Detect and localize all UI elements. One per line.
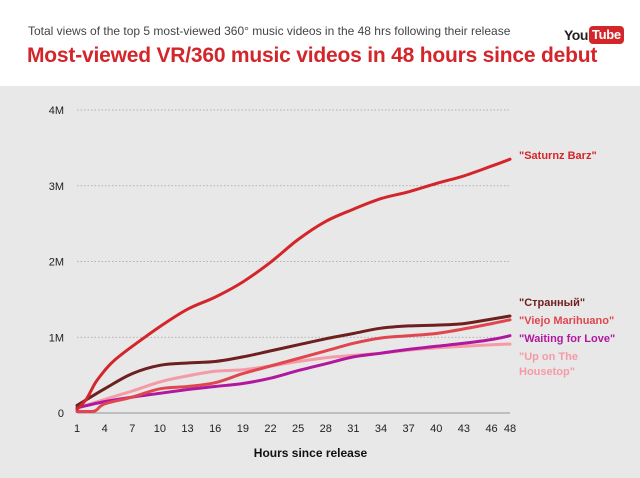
x-tick-label: 13 xyxy=(181,423,193,435)
youtube-logo: You Tube xyxy=(564,26,624,44)
series-end-label: Housetop" xyxy=(519,366,575,378)
series-line xyxy=(75,318,512,414)
series-end-label: "Saturnz Barz" xyxy=(519,150,597,162)
x-tick-label: 1 xyxy=(74,423,80,435)
x-tick-label: 10 xyxy=(154,423,166,435)
x-axis-ticks: 1 4 7 10 13 16 19 22 25 28 31 34 37 40 43 46 48 xyxy=(74,423,516,435)
y-tick-label: 2M xyxy=(49,257,64,269)
series-line xyxy=(75,157,512,411)
x-tick-label: 25 xyxy=(292,423,304,435)
x-tick-label: 7 xyxy=(129,423,135,435)
series-line xyxy=(75,342,512,410)
series-line xyxy=(75,334,512,410)
y-tick-label: 3M xyxy=(49,181,64,193)
x-axis-label: Hours since release xyxy=(254,446,368,460)
series-end-label: "Up on The xyxy=(519,351,578,363)
y-tick-label: 4M xyxy=(49,105,64,117)
series-end-label: "Странный" xyxy=(519,297,585,309)
y-tick-label: 0 xyxy=(58,408,64,420)
x-tick-label: 40 xyxy=(430,423,442,435)
series-lines xyxy=(75,157,512,414)
x-tick-label: 48 xyxy=(504,423,516,435)
logo-you-text: You xyxy=(564,27,588,43)
x-tick-label: 46 xyxy=(485,423,497,435)
y-tick-label: 1M xyxy=(49,332,64,344)
x-tick-label: 16 xyxy=(209,423,221,435)
y-axis-ticks: 0 1M 2M 3M 4M xyxy=(49,105,64,420)
x-tick-label: 4 xyxy=(102,423,108,435)
series-end-labels: "Saturnz Barz" "Странный" "Viejo Marihuano… xyxy=(519,150,615,378)
x-tick-label: 19 xyxy=(237,423,249,435)
logo-tube-badge: Tube xyxy=(588,26,624,44)
series-end-label: "Waiting for Love" xyxy=(519,333,615,345)
chart-subtitle: Total views of the top 5 most-viewed 360… xyxy=(28,24,511,38)
x-tick-label: 34 xyxy=(375,423,387,435)
x-tick-label: 28 xyxy=(320,423,332,435)
series-line xyxy=(75,314,512,407)
chart-title: Most-viewed VR/360 music videos in 48 ho… xyxy=(27,44,598,67)
x-tick-label: 37 xyxy=(403,423,415,435)
x-tick-label: 22 xyxy=(264,423,276,435)
gridlines xyxy=(77,109,510,338)
series-end-label: "Viejo Marihuano" xyxy=(519,315,614,327)
x-tick-label: 31 xyxy=(347,423,359,435)
x-tick-label: 43 xyxy=(458,423,470,435)
